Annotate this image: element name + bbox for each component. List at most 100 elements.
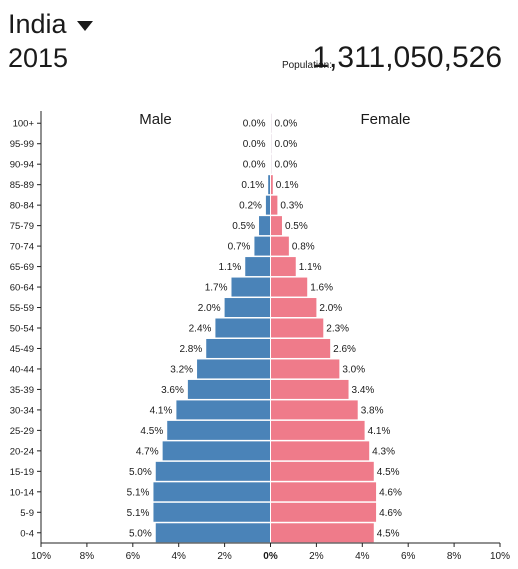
male-value-label: 1.7%	[205, 283, 228, 294]
male-bar	[224, 298, 271, 318]
country-selector[interactable]: India	[8, 8, 93, 40]
female-bar	[270, 482, 377, 502]
female-bar	[270, 400, 358, 420]
male-value-label: 4.5%	[140, 426, 163, 437]
male-value-label: 4.7%	[136, 446, 159, 457]
x-tick-label: 8%	[80, 551, 95, 562]
female-value-label: 0.0%	[275, 119, 298, 130]
male-bar	[162, 441, 271, 461]
male-bar	[187, 379, 271, 399]
x-tick-label: 6%	[401, 551, 416, 562]
x-tick-label: 2%	[217, 551, 232, 562]
age-group-label: 30-34	[10, 405, 34, 416]
male-bar	[153, 482, 271, 502]
age-group-label: 50-54	[10, 324, 34, 335]
age-group-label: 5-9	[20, 508, 34, 519]
female-value-label: 2.0%	[319, 303, 342, 314]
female-bar	[270, 298, 317, 318]
age-group-label: 65-69	[10, 262, 34, 273]
male-bar	[155, 523, 271, 543]
male-value-label: 2.0%	[198, 303, 221, 314]
female-value-label: 1.1%	[299, 262, 322, 273]
caret-down-icon[interactable]	[76, 21, 93, 31]
series-label-female: Female	[360, 111, 410, 128]
female-bar	[270, 257, 296, 277]
female-value-label: 4.1%	[368, 426, 391, 437]
male-value-label: 0.2%	[239, 201, 262, 212]
female-bar	[270, 318, 324, 338]
year-label: 2015	[8, 43, 69, 73]
male-bar	[167, 420, 271, 440]
age-group-label: 10-14	[10, 487, 34, 498]
age-group-label: 45-49	[10, 344, 34, 355]
male-value-label: 2.4%	[189, 324, 212, 335]
female-value-label: 4.5%	[377, 528, 400, 539]
male-bar	[176, 400, 271, 420]
female-bar	[270, 216, 282, 236]
x-tick-label: 8%	[447, 551, 462, 562]
male-value-label: 4.1%	[150, 405, 173, 416]
x-tick-label: 6%	[126, 551, 141, 562]
x-tick-label: 2%	[309, 551, 324, 562]
male-bar	[153, 502, 271, 522]
male-value-label: 3.6%	[161, 385, 184, 396]
female-bar	[270, 523, 374, 543]
country-name: India	[8, 9, 67, 39]
age-group-label: 70-74	[10, 242, 34, 253]
age-group-label: 85-89	[10, 180, 34, 191]
age-group-label: 40-44	[10, 364, 34, 375]
female-value-label: 0.0%	[275, 139, 298, 150]
female-bar	[270, 502, 377, 522]
population-label: Population:	[281, 60, 332, 71]
age-group-label: 35-39	[10, 385, 34, 396]
female-bar	[270, 338, 331, 358]
female-value-label: 0.0%	[275, 160, 298, 171]
female-value-label: 2.3%	[326, 324, 349, 335]
age-group-label: 0-4	[20, 528, 34, 539]
male-value-label: 5.0%	[129, 467, 152, 478]
female-value-label: 3.8%	[361, 405, 384, 416]
female-bar	[270, 420, 365, 440]
female-bar	[270, 195, 278, 215]
female-bar	[270, 379, 349, 399]
male-bar	[265, 195, 271, 215]
male-value-label: 2.8%	[179, 344, 202, 355]
female-value-label: 4.5%	[377, 467, 400, 478]
male-value-label: 0.0%	[243, 119, 266, 130]
x-tick-label: 4%	[171, 551, 186, 562]
male-bar	[254, 236, 271, 256]
age-group-label: 80-84	[10, 201, 34, 212]
female-value-label: 0.5%	[285, 221, 308, 232]
female-value-label: 2.6%	[333, 344, 356, 355]
male-value-label: 0.0%	[243, 160, 266, 171]
x-tick-label: 0%	[263, 551, 278, 562]
age-group-label: 55-59	[10, 303, 34, 314]
age-group-label: 60-64	[10, 283, 34, 294]
series-label-male: Male	[139, 111, 172, 128]
age-group-label: 90-94	[10, 160, 34, 171]
male-value-label: 1.1%	[218, 262, 241, 273]
female-value-label: 4.3%	[372, 446, 395, 457]
male-bar	[259, 216, 271, 236]
female-value-label: 4.6%	[379, 508, 402, 519]
female-value-label: 4.6%	[379, 487, 402, 498]
male-bar	[231, 277, 271, 297]
female-value-label: 1.6%	[310, 283, 333, 294]
age-group-label: 75-79	[10, 221, 34, 232]
female-bar	[270, 441, 370, 461]
male-value-label: 5.0%	[129, 528, 152, 539]
female-bar	[270, 359, 340, 379]
female-bar	[270, 175, 273, 195]
age-group-label: 100+	[13, 119, 35, 130]
male-value-label: 5.1%	[127, 508, 150, 519]
age-group-label: 95-99	[10, 139, 34, 150]
female-bar	[270, 461, 374, 481]
male-value-label: 0.7%	[228, 242, 251, 253]
population-value: 1,311,050,526	[312, 41, 502, 74]
female-value-label: 0.3%	[280, 201, 303, 212]
male-bar	[268, 175, 271, 195]
male-bar	[245, 257, 271, 277]
male-bar	[206, 338, 271, 358]
female-value-label: 3.0%	[342, 364, 365, 375]
